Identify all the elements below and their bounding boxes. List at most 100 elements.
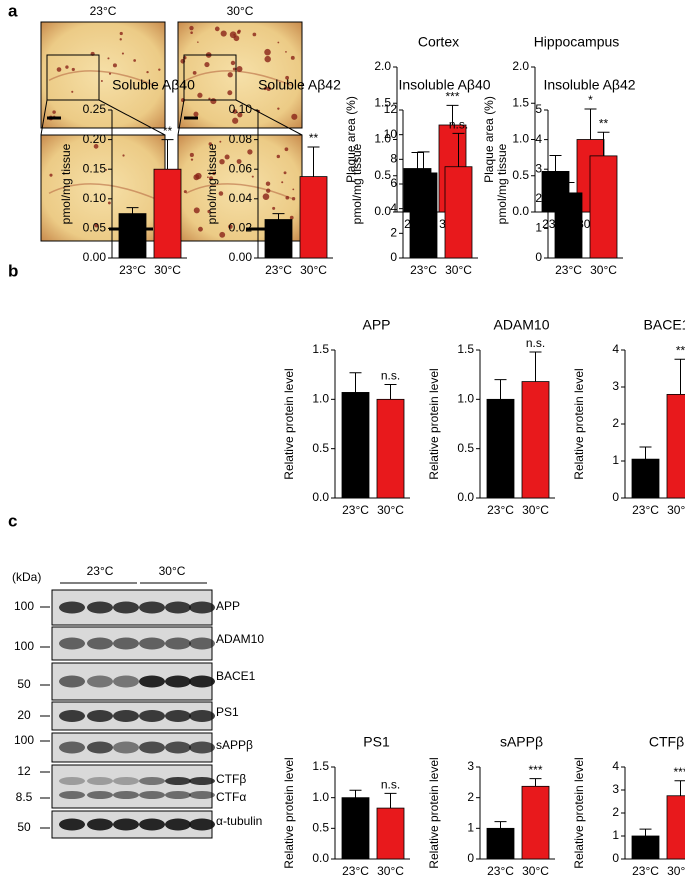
x-tick-label: 23°C <box>410 263 437 277</box>
micrograph-label: 30°C <box>227 4 254 18</box>
plaque <box>236 66 243 72</box>
error-bar <box>446 104 459 125</box>
bar <box>666 795 685 860</box>
y-tick-label: 2 <box>535 191 542 205</box>
marker-label: 100 <box>14 733 34 747</box>
y-tick-label: 0.15 <box>83 161 107 175</box>
error-bar <box>349 372 362 393</box>
band <box>113 777 139 785</box>
error-bar <box>126 207 139 214</box>
y-tick-label: 2 <box>390 226 397 240</box>
plaque <box>183 190 187 194</box>
band <box>165 791 191 799</box>
marker-label: 100 <box>14 599 34 613</box>
plaque <box>266 188 271 193</box>
band <box>113 601 139 614</box>
band <box>59 791 85 799</box>
chart-title: sAPPβ <box>500 734 543 750</box>
bar <box>409 172 438 259</box>
plaque <box>56 67 62 72</box>
y-tick-label: 0 <box>612 851 619 865</box>
error-bar <box>384 384 397 400</box>
band <box>113 741 139 754</box>
plaque <box>219 140 222 143</box>
x-tick-label: 23°C <box>119 263 146 277</box>
error-bar <box>584 108 597 140</box>
y-tick-label: 0 <box>535 250 542 264</box>
bar <box>589 155 618 259</box>
plaque <box>214 26 220 32</box>
zoom-line <box>177 99 185 136</box>
plaque <box>264 55 271 63</box>
band <box>139 777 165 785</box>
y-axis-label: pmol/mg tissue <box>495 143 509 224</box>
y-axis-label: Plaque area (%) <box>344 96 358 183</box>
band <box>87 818 113 831</box>
band-label: PS1 <box>216 705 239 719</box>
band <box>165 818 191 831</box>
plaque <box>158 68 161 71</box>
y-tick-label: 6 <box>390 176 397 190</box>
significance: n.s. <box>381 369 400 383</box>
error-bar <box>161 139 174 170</box>
chart-title: Soluble Aβ42 <box>258 77 341 93</box>
error-bar <box>417 151 430 173</box>
blot-group: 30°C <box>159 564 186 578</box>
y-axis-label: Relative protein level <box>572 757 586 868</box>
band <box>165 741 191 754</box>
plaque <box>204 61 210 68</box>
plaque <box>121 52 125 55</box>
band <box>59 637 85 650</box>
micrograph-label: 23°C <box>90 4 117 18</box>
error-bar <box>597 131 610 156</box>
x-tick-label: 23°C <box>487 503 514 517</box>
plaque <box>218 191 224 196</box>
plaque <box>265 181 271 186</box>
plaque <box>289 215 294 220</box>
band <box>139 675 165 688</box>
plaque <box>208 142 212 146</box>
x-tick-label: 30°C <box>445 263 472 277</box>
y-tick-label: 5 <box>535 102 542 116</box>
band <box>87 675 113 688</box>
y-tick-label: 0.06 <box>229 161 253 175</box>
error-bar <box>411 152 424 169</box>
band <box>189 741 215 754</box>
plaque <box>210 98 217 105</box>
band <box>139 601 165 614</box>
plaque <box>192 70 197 75</box>
error-bar <box>307 146 320 177</box>
marker-label: 100 <box>14 639 34 653</box>
band <box>113 675 139 688</box>
plaque <box>198 226 203 232</box>
band <box>165 637 191 650</box>
y-tick-label: 0.25 <box>83 102 107 116</box>
bar <box>118 213 147 259</box>
y-tick-label: 0 <box>467 851 474 865</box>
band <box>139 818 165 831</box>
x-tick-label: 30°C <box>154 263 181 277</box>
plaque <box>232 67 236 71</box>
plaque <box>263 87 267 91</box>
y-tick-label: 2.0 <box>512 59 529 73</box>
error-bar <box>674 780 685 796</box>
band <box>87 710 113 722</box>
significance: n.s. <box>449 118 468 132</box>
zoom-line <box>40 99 48 136</box>
y-axis-label: Relative protein level <box>282 368 296 479</box>
plaque <box>272 206 276 210</box>
band-label: BACE1 <box>216 669 256 683</box>
error-bar <box>639 446 652 460</box>
zoom-line <box>98 99 166 136</box>
tissue-fold <box>48 183 156 200</box>
y-tick-label: 1.0 <box>312 790 329 804</box>
plaque <box>49 173 53 177</box>
plaque <box>119 31 123 36</box>
bar <box>153 168 182 259</box>
plaque <box>195 172 202 180</box>
band <box>165 601 191 614</box>
plaque <box>264 48 271 56</box>
y-axis-label: pmol/mg tissue <box>350 143 364 224</box>
chart-title: Soluble Aβ40 <box>112 77 195 93</box>
band-label: α-tubulin <box>216 814 262 828</box>
